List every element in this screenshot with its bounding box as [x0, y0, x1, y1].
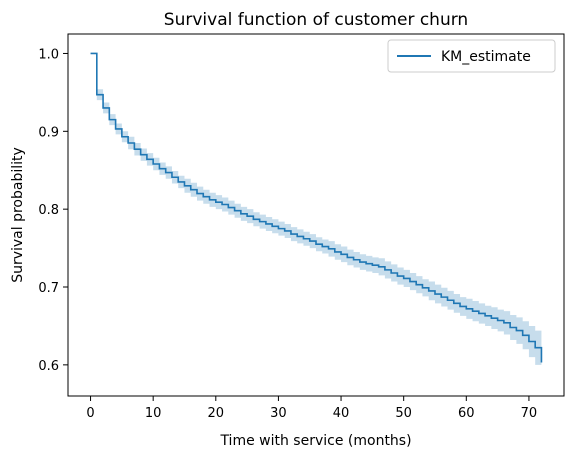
plot-area-frame: [67, 33, 565, 397]
survival-line-layer: [90, 52, 543, 363]
km-estimate-line: [90, 52, 543, 363]
x-tick-label: 70: [521, 406, 538, 421]
x-tick-label: 30: [270, 406, 287, 421]
y-tick-label: 0.8: [38, 203, 59, 218]
x-axis-ticks: 0 10 20 30 40 50 60 70: [86, 396, 537, 421]
x-tick-label: 10: [145, 406, 162, 421]
legend-label: KM_estimate: [441, 49, 531, 65]
confidence-band: [90, 53, 542, 381]
y-tick-label: 0.9: [38, 125, 59, 140]
y-axis-label: Survival probability: [10, 147, 26, 283]
legend: KM_estimate: [387, 39, 556, 73]
y-axis-ticks: 0.6 0.7 0.8 0.9 1.0: [38, 47, 68, 374]
x-tick-label: 50: [395, 406, 412, 421]
y-tick-label: 0.7: [38, 281, 59, 296]
legend-frame: [387, 39, 556, 73]
x-tick-label: 60: [458, 406, 475, 421]
x-tick-label: 0: [86, 406, 94, 421]
x-tick-label: 20: [208, 406, 225, 421]
x-tick-label: 40: [333, 406, 350, 421]
confidence-band-layer: [90, 53, 542, 381]
chart-title: Survival function of customer churn: [164, 10, 468, 30]
x-axis-label: Time with service (months): [219, 433, 411, 449]
y-tick-label: 0.6: [38, 359, 59, 374]
y-tick-label: 1.0: [38, 47, 59, 62]
